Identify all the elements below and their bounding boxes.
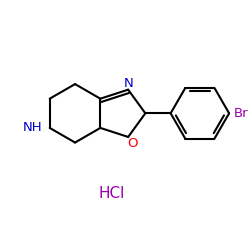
Text: N: N [123, 77, 133, 90]
Text: Br: Br [234, 107, 248, 120]
Text: NH: NH [22, 122, 42, 134]
Text: HCl: HCl [99, 186, 125, 201]
Text: O: O [127, 137, 137, 150]
